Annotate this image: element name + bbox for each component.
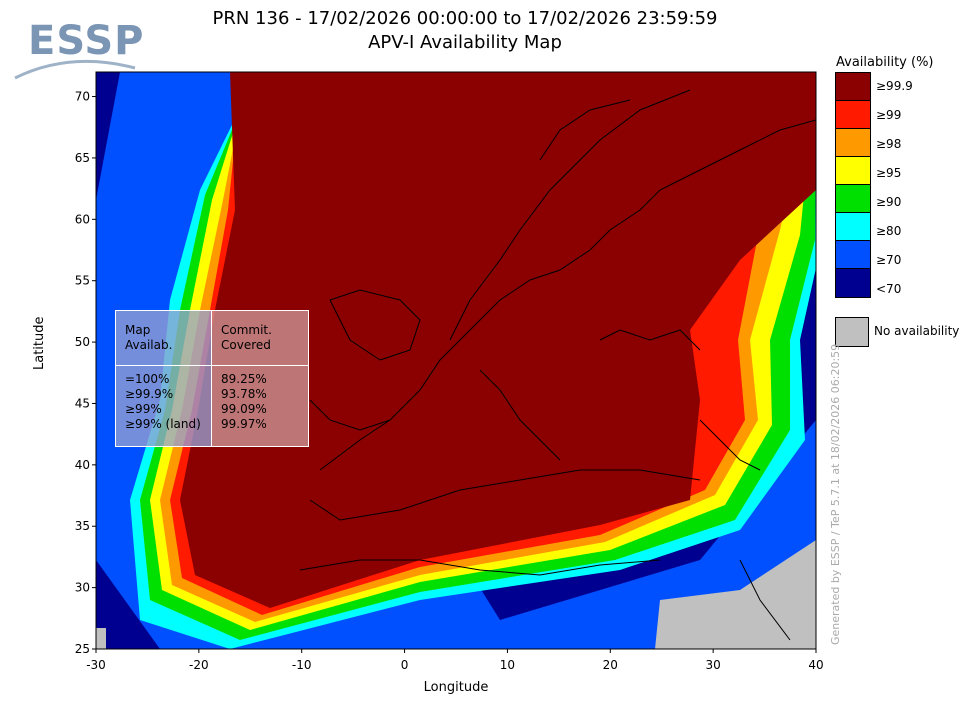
- stats-level-3: ≥99% (land): [125, 417, 201, 431]
- stats-header-commit: Commit. Covered: [221, 323, 272, 352]
- x-tick-label: -10: [292, 658, 312, 672]
- legend-swatch: [836, 241, 870, 269]
- stats-level-0: =100%: [125, 372, 170, 386]
- y-tick-label: 50: [75, 335, 90, 349]
- legend-label: <70: [876, 282, 902, 296]
- x-tick-label: 30: [706, 658, 721, 672]
- legend-swatch: [836, 101, 870, 129]
- stats-header-map: Map Availab.: [125, 323, 173, 352]
- stats-divider: [116, 365, 308, 366]
- legend-colorbar: [835, 72, 871, 298]
- x-axis-label: Longitude: [423, 680, 489, 695]
- y-tick-label: 30: [75, 581, 90, 595]
- logo-swoosh: [14, 59, 136, 80]
- logo-text: ESSP: [28, 18, 145, 64]
- plot-frame: [95, 71, 817, 650]
- map-title-line2: APV-I Availability Map: [368, 32, 562, 53]
- y-tick-label: 70: [75, 90, 90, 104]
- legend-swatch: [836, 213, 870, 241]
- stats-value-3: 99.97%: [221, 417, 267, 431]
- y-tick-label: 35: [75, 519, 90, 533]
- zone-99-9: [175, 72, 816, 608]
- stats-column-commit: [212, 311, 308, 446]
- stats-value-2: 99.09%: [221, 402, 267, 416]
- legend-label: ≥90: [876, 195, 902, 209]
- x-tick-label: 20: [603, 658, 618, 672]
- generated-by-credit: Generated by ESSP / TeP 5.7.1 at 18/02/2…: [829, 343, 842, 645]
- essp-logo: ESSP: [10, 6, 143, 86]
- legend-label: ≥70: [876, 253, 902, 267]
- y-tick-label: 45: [75, 396, 90, 410]
- y-tick-label: 25: [75, 642, 90, 656]
- no-availability-label: No availability: [874, 324, 960, 338]
- legend-swatch: [836, 185, 870, 213]
- x-tick-label: -20: [189, 658, 209, 672]
- legend-swatch: [836, 157, 870, 185]
- legend-label: ≥95: [876, 166, 902, 180]
- coastlines: [299, 89, 816, 641]
- stats-column-map: [116, 311, 212, 446]
- map-title-line1: PRN 136 - 17/02/2026 00:00:00 to 17/02/2…: [212, 8, 718, 29]
- x-tick-label: 0: [401, 658, 409, 672]
- y-tick-label: 65: [75, 151, 90, 165]
- y-axis-label: Latitude: [32, 316, 47, 370]
- legend-label: ≥99: [876, 108, 902, 122]
- x-tick-label: 40: [808, 658, 823, 672]
- y-axis: 70 65 60 55 50 45 40 35 30 25: [75, 90, 96, 656]
- y-tick-label: 55: [75, 274, 90, 288]
- stats-value-1: 93.78%: [221, 387, 267, 401]
- x-axis: -30 -20 -10 0 10 20 30 40: [86, 649, 824, 672]
- legend-swatch: [836, 129, 870, 157]
- x-tick-label: -30: [86, 658, 106, 672]
- x-tick-label: 10: [500, 658, 515, 672]
- legend-label: ≥98: [876, 137, 902, 151]
- legend-label: ≥99.9: [876, 79, 913, 93]
- legend-swatch: [836, 73, 870, 101]
- legend-title: Availability (%): [836, 55, 934, 70]
- zone-no-availability-west: [96, 628, 106, 649]
- stats-value-0: 89.25%: [221, 372, 267, 386]
- no-availability-swatch: [835, 317, 869, 347]
- legend-swatch: [836, 269, 870, 297]
- y-tick-label: 40: [75, 458, 90, 472]
- legend-label: ≥80: [876, 224, 902, 238]
- stats-level-1: ≥99.9%: [125, 387, 174, 401]
- y-tick-label: 60: [75, 212, 90, 226]
- statistics-table: Map Availab. Commit. Covered =100% 89.25…: [115, 310, 309, 447]
- stats-level-2: ≥99%: [125, 402, 162, 416]
